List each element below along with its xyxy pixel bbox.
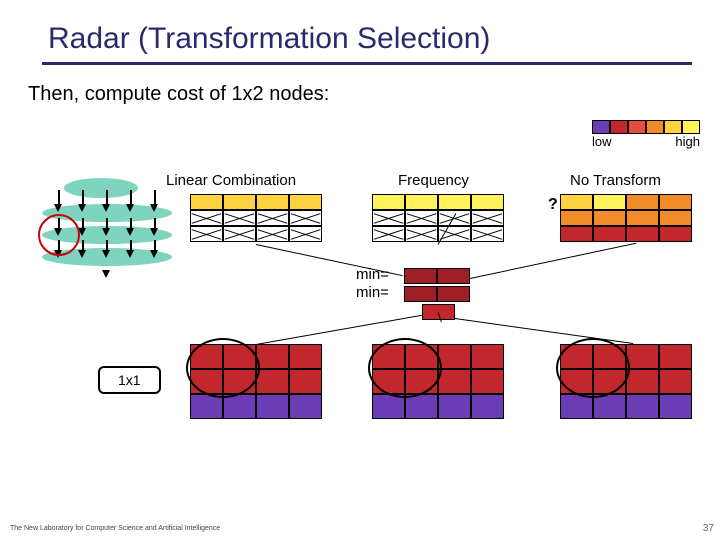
- ellipse-freq: [368, 338, 442, 398]
- grid-linear-small: [190, 194, 322, 242]
- grid-cell: [223, 226, 256, 242]
- grid-cell: [438, 194, 471, 210]
- grid-cell: [256, 210, 289, 226]
- grid-cell: [438, 344, 471, 369]
- grid-cell: [626, 344, 659, 369]
- grid-cell: [593, 226, 626, 242]
- grid-cell: [659, 210, 692, 226]
- hdr-linear: Linear Combination: [166, 172, 296, 189]
- grid-cell: [405, 226, 438, 242]
- grid-cell: [223, 210, 256, 226]
- grid-freq-small: [372, 194, 504, 242]
- grid-cell: [593, 394, 626, 419]
- footer: The New Laboratory for Computer Science …: [10, 525, 220, 532]
- grid-cell: [438, 369, 471, 394]
- slide-title: Radar (Transformation Selection): [0, 0, 720, 62]
- grid-cell: [372, 226, 405, 242]
- grid-cell: [626, 369, 659, 394]
- grid-min-b: [404, 286, 470, 302]
- grid-cell: [626, 194, 659, 210]
- grid-min-a: [404, 268, 470, 284]
- grid-cell: [405, 194, 438, 210]
- grid-cell: [405, 210, 438, 226]
- grid-cell: [190, 194, 223, 210]
- grid-cell: [438, 394, 471, 419]
- grid-cell: [593, 210, 626, 226]
- grid-cell: [256, 194, 289, 210]
- grid-cell: [560, 194, 593, 210]
- grid-cell: [404, 268, 437, 284]
- grid-cell: [471, 344, 504, 369]
- grid-cell: [437, 286, 470, 302]
- grid-cell: [471, 394, 504, 419]
- grid-cell: [437, 268, 470, 284]
- badge-1x1: 1x1: [98, 366, 161, 394]
- page-number: 37: [703, 523, 714, 534]
- grid-cell: [659, 344, 692, 369]
- grid-cell: [659, 194, 692, 210]
- legend-cells: [592, 120, 700, 134]
- grid-cell: [372, 210, 405, 226]
- grid-cell: [223, 394, 256, 419]
- ellipse-linear: [186, 338, 260, 398]
- legend: low high: [592, 120, 700, 149]
- grid-cell: [256, 226, 289, 242]
- grid-cell: [471, 194, 504, 210]
- red-circle: [38, 214, 80, 256]
- min-label-2: min=: [356, 284, 389, 301]
- hdr-notransform: No Transform: [570, 172, 661, 189]
- grid-cell: [289, 194, 322, 210]
- grid-cell: [223, 194, 256, 210]
- grid-cell: [405, 394, 438, 419]
- grid-cell: [659, 369, 692, 394]
- grid-cell: [256, 369, 289, 394]
- subtitle: Then, compute cost of 1x2 nodes:: [0, 65, 720, 106]
- grid-cell: [190, 226, 223, 242]
- grid-cell: [289, 210, 322, 226]
- grid-cell: [626, 226, 659, 242]
- ellipse-notr: [556, 338, 630, 398]
- grid-cell: [404, 286, 437, 302]
- grid-cell: [372, 194, 405, 210]
- grid-cell: [593, 194, 626, 210]
- grid-cell: [256, 394, 289, 419]
- grid-cell: [659, 394, 692, 419]
- grid-cell: [289, 394, 322, 419]
- grid-cell: [289, 369, 322, 394]
- legend-high: high: [675, 134, 700, 149]
- grid-notr-small: [560, 194, 692, 242]
- grid-cell: [560, 226, 593, 242]
- grid-cell: [471, 226, 504, 242]
- question-mark: ?: [548, 196, 558, 214]
- grid-cell: [289, 226, 322, 242]
- legend-low: low: [592, 134, 612, 149]
- grid-cell: [471, 210, 504, 226]
- hdr-frequency: Frequency: [398, 172, 469, 189]
- grid-cell: [626, 210, 659, 226]
- grid-cell: [626, 394, 659, 419]
- grid-cell: [256, 344, 289, 369]
- grid-cell: [471, 369, 504, 394]
- grid-cell: [560, 210, 593, 226]
- grid-cell: [190, 210, 223, 226]
- grid-cell: [289, 344, 322, 369]
- grid-cell: [659, 226, 692, 242]
